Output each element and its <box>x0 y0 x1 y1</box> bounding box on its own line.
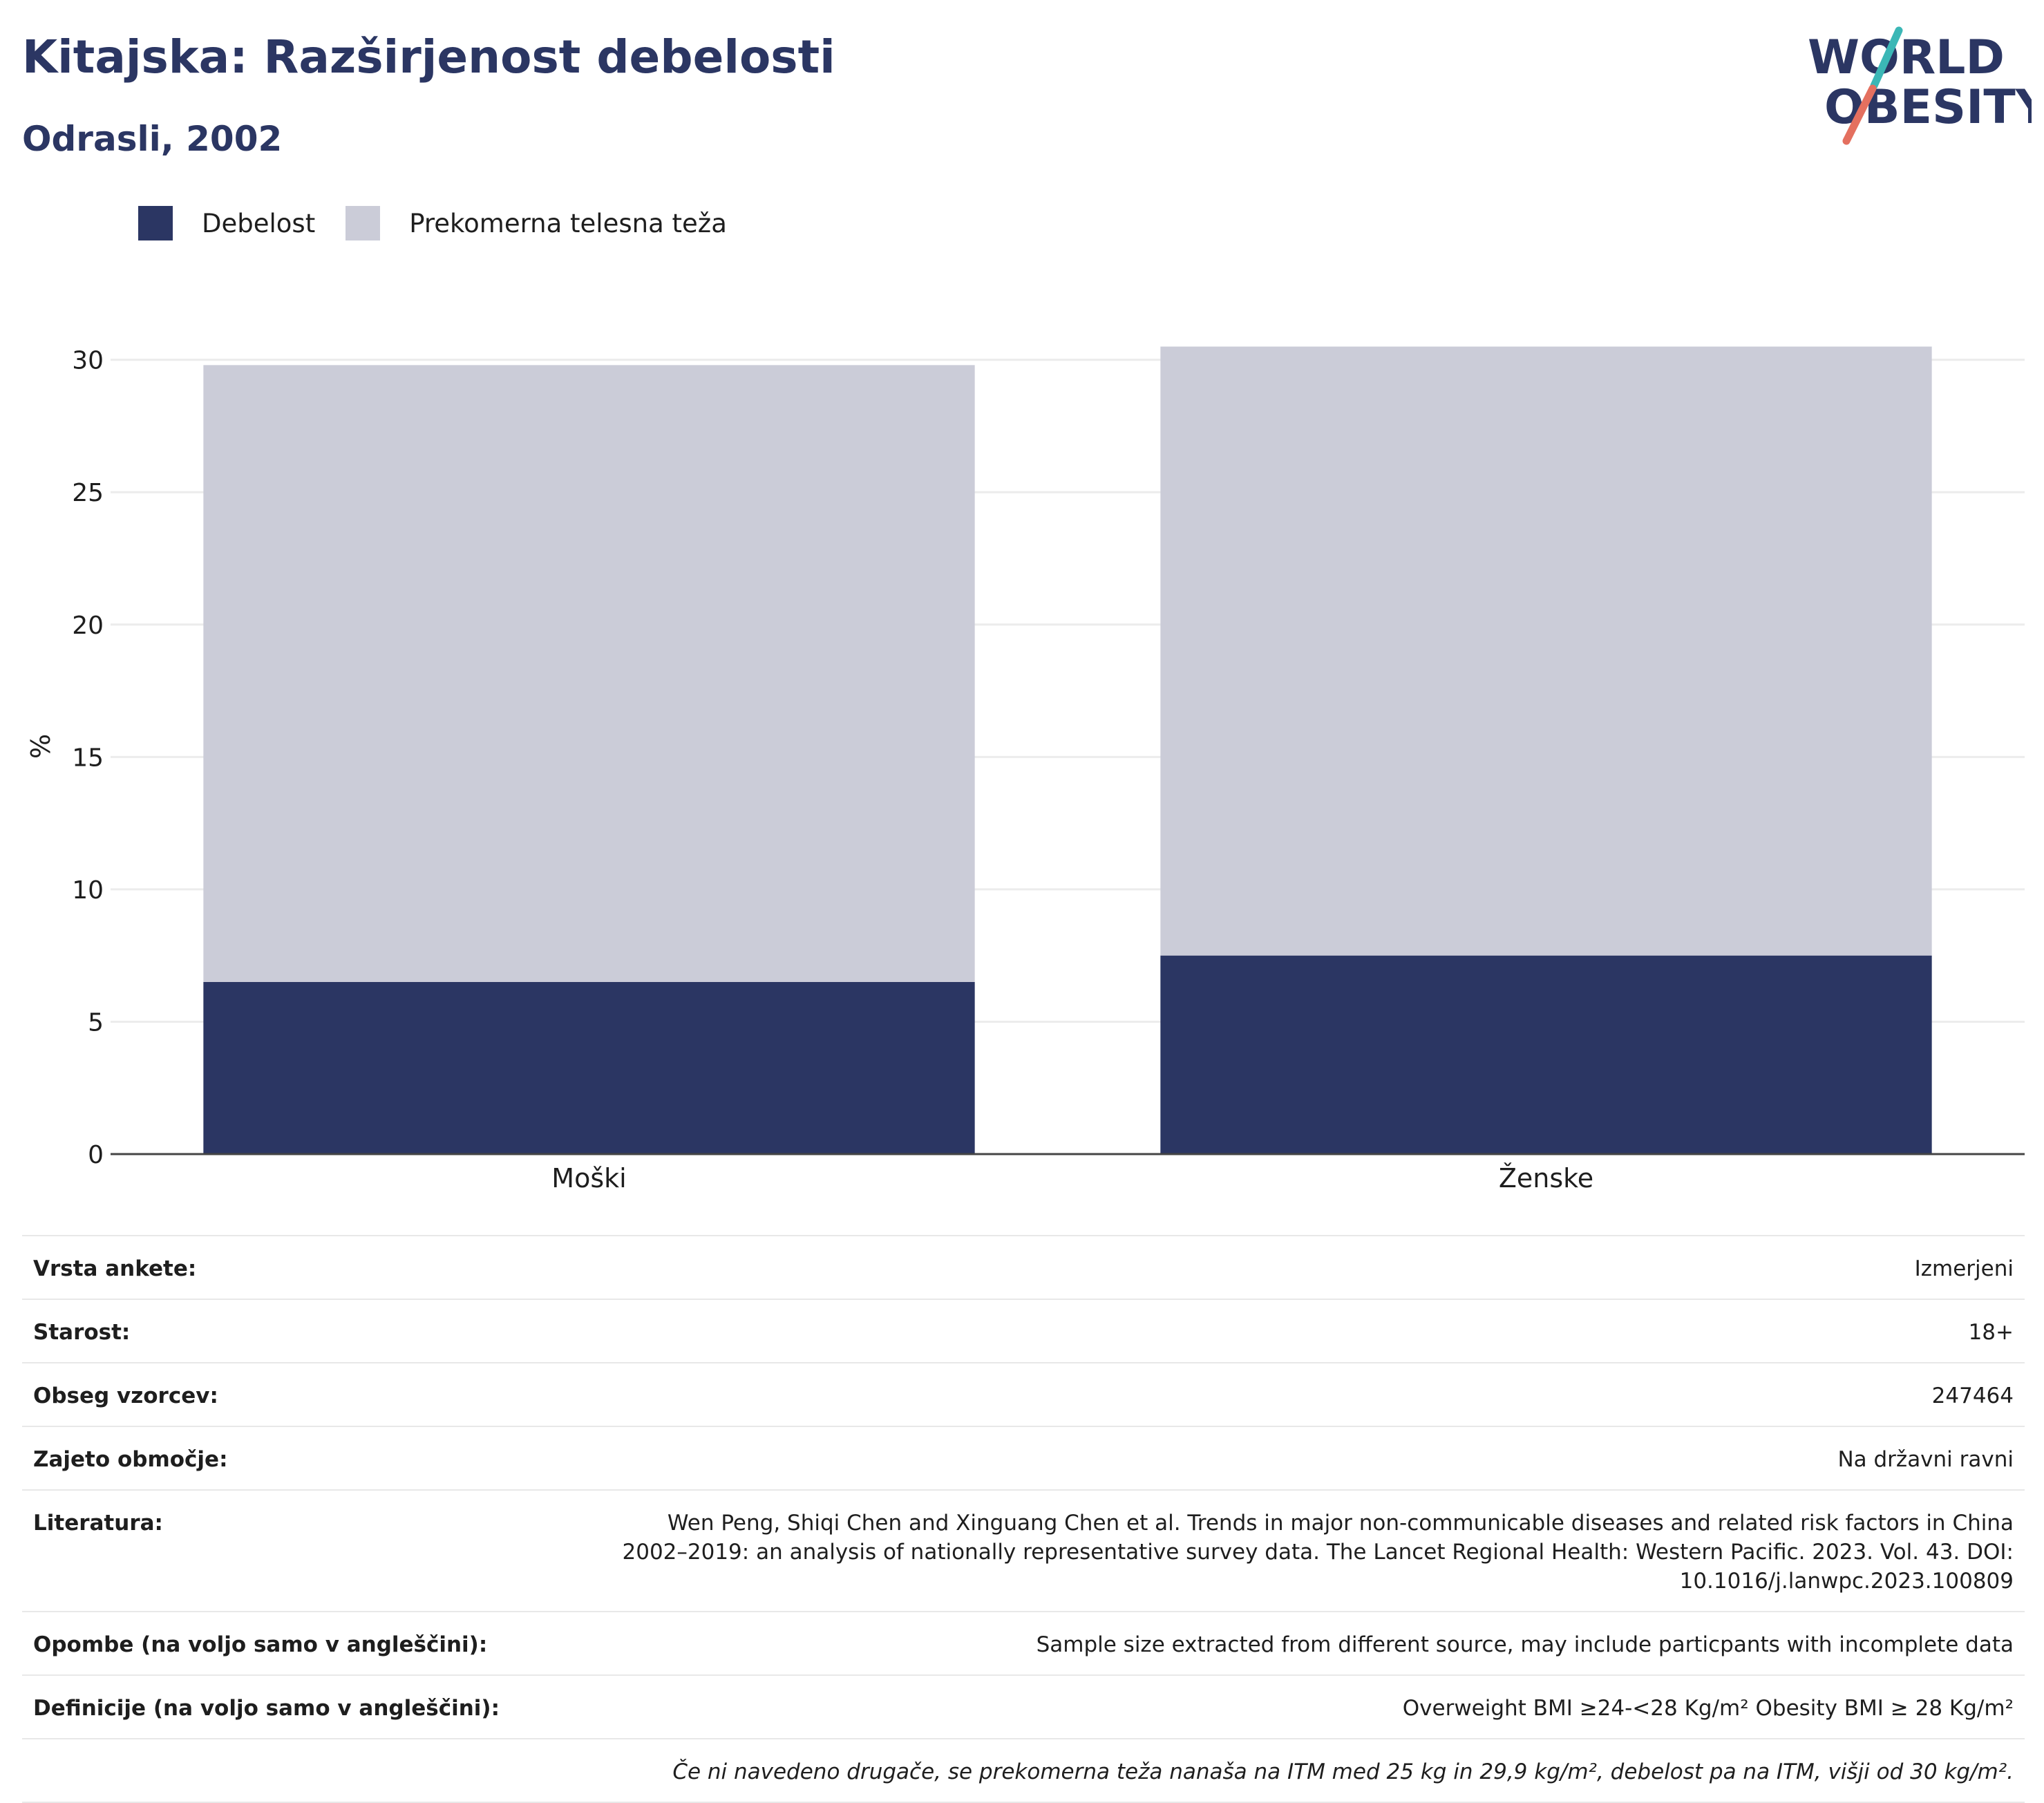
bar-obesity-1 <box>1160 955 1932 1154</box>
y-tick-label: 15 <box>72 744 104 772</box>
x-category-label: Moški <box>551 1163 626 1193</box>
info-row-coverage: Zajeto območje: Na državni ravni <box>22 1427 2025 1491</box>
bar-overweight-1 <box>1160 346 1932 956</box>
y-tick-label: 0 <box>88 1141 104 1169</box>
chart-subtitle: Odrasli, 2002 <box>22 119 283 159</box>
y-tick-label: 25 <box>72 479 104 507</box>
info-value: 247464 <box>1931 1384 2014 1408</box>
logo-text-world: WORLD <box>1808 30 2005 85</box>
info-row-reference: Literatura: Wen Peng, Shiqi Chen and Xin… <box>22 1491 2025 1612</box>
info-label: Starost: <box>33 1320 131 1345</box>
y-tick-label: 5 <box>88 1008 104 1037</box>
info-row-definitions: Definicije (na voljo samo v angleščini):… <box>22 1676 2025 1739</box>
info-label: Definicije (na voljo samo v angleščini): <box>33 1696 500 1721</box>
chart-legend: Debelost Prekomerna telesna teža <box>138 205 757 242</box>
legend-item-obesity[interactable]: Debelost <box>138 206 315 240</box>
info-label: Obseg vzorcev: <box>33 1384 218 1408</box>
y-axis-title: % <box>26 734 56 759</box>
legend-item-overweight[interactable]: Prekomerna telesna teža <box>346 206 727 240</box>
world-obesity-logo: WORLD OBESITY <box>1808 26 2032 145</box>
info-footnote: Če ni navedeno drugače, se prekomerna te… <box>672 1759 2014 1784</box>
bar-overweight-0 <box>203 365 975 982</box>
info-row-sample-size: Obseg vzorcev: 247464 <box>22 1363 2025 1427</box>
info-label: Vrsta ankete: <box>33 1256 197 1281</box>
info-label: Opombe (na voljo samo v angleščini): <box>33 1632 488 1657</box>
logo-text-obesity: OBESITY <box>1824 80 2032 135</box>
info-value: Izmerjeni <box>1914 1256 2014 1281</box>
y-tick-label: 10 <box>72 876 104 905</box>
legend-label-obesity: Debelost <box>202 208 316 238</box>
info-value: Na državni ravni <box>1837 1447 2014 1472</box>
legend-swatch-obesity <box>138 206 173 240</box>
y-tick-label: 20 <box>72 612 104 640</box>
info-row-age: Starost: 18+ <box>22 1300 2025 1363</box>
x-category-label: Ženske <box>1499 1163 1593 1193</box>
info-label: Zajeto območje: <box>33 1447 228 1472</box>
bar-obesity-0 <box>203 981 975 1154</box>
survey-info-table: Vrsta ankete: Izmerjeni Starost: 18+ Obs… <box>22 1235 2025 1803</box>
logo-slash-teal <box>1870 26 1903 90</box>
chart-title: Kitajska: Razširjenost debelosti <box>22 30 835 84</box>
y-tick-label: 30 <box>72 347 104 375</box>
legend-label-overweight: Prekomerna telesna teža <box>409 208 727 238</box>
info-value: Sample size extracted from different sou… <box>1036 1632 2014 1657</box>
stacked-bar-chart: 0 5 10 15 20 25 30% Moški Ženske <box>26 346 2025 1193</box>
legend-swatch-overweight <box>346 206 381 240</box>
logo-slash-coral <box>1842 84 1877 145</box>
info-value: Overweight BMI ≥24-<28 Kg/m² Obesity BMI… <box>1402 1696 2014 1721</box>
info-label: Literatura: <box>33 1511 163 1536</box>
info-row-notes: Opombe (na voljo samo v angleščini): Sam… <box>22 1612 2025 1676</box>
info-row-survey-type: Vrsta ankete: Izmerjeni <box>22 1236 2025 1300</box>
info-value: 18+ <box>1968 1320 2014 1345</box>
info-row-footnote: Če ni navedeno drugače, se prekomerna te… <box>22 1739 2025 1803</box>
info-value-reference: Wen Peng, Shiqi Chen and Xinguang Chen e… <box>622 1511 2014 1594</box>
